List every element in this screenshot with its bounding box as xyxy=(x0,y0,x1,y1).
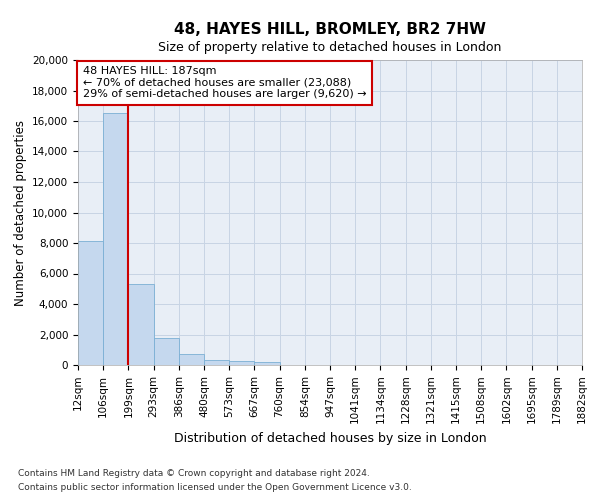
Text: 48, HAYES HILL, BROMLEY, BR2 7HW: 48, HAYES HILL, BROMLEY, BR2 7HW xyxy=(174,22,486,38)
Bar xyxy=(229,362,254,365)
Bar xyxy=(128,284,154,365)
Bar xyxy=(179,354,204,365)
Bar xyxy=(154,338,179,365)
Text: 48 HAYES HILL: 187sqm
← 70% of detached houses are smaller (23,088)
29% of semi-: 48 HAYES HILL: 187sqm ← 70% of detached … xyxy=(83,66,367,100)
Bar xyxy=(78,242,103,365)
Bar xyxy=(103,114,128,365)
Bar xyxy=(204,360,229,365)
Text: Contains public sector information licensed under the Open Government Licence v3: Contains public sector information licen… xyxy=(18,484,412,492)
Bar xyxy=(254,362,280,365)
X-axis label: Distribution of detached houses by size in London: Distribution of detached houses by size … xyxy=(173,432,487,445)
Text: Size of property relative to detached houses in London: Size of property relative to detached ho… xyxy=(158,41,502,54)
Y-axis label: Number of detached properties: Number of detached properties xyxy=(14,120,26,306)
Text: Contains HM Land Registry data © Crown copyright and database right 2024.: Contains HM Land Registry data © Crown c… xyxy=(18,468,370,477)
